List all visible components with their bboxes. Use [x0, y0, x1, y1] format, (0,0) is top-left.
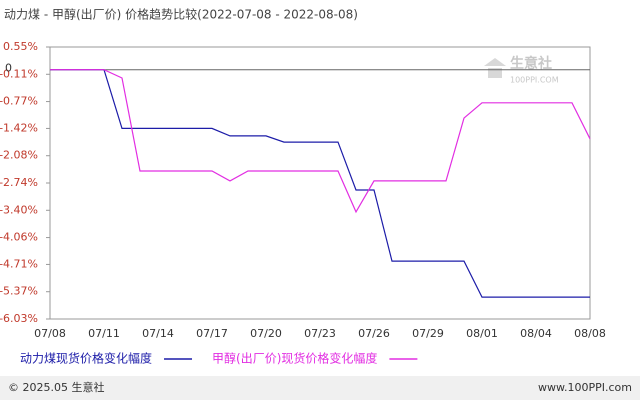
y-tick-label: -4.06%	[0, 231, 38, 244]
y-tick-label: -3.40%	[0, 203, 38, 216]
x-tick-label: 08/04	[520, 327, 552, 340]
y-tick-label: -2.74%	[0, 176, 38, 189]
x-tick-label: 07/26	[358, 327, 390, 340]
footer-copyright: © 2025.05 生意社	[8, 380, 104, 394]
y-tick-label: -2.08%	[0, 149, 38, 162]
series-line	[50, 69, 591, 214]
watermark-name: 生意社	[510, 55, 552, 72]
y-tick-label: -6.03%	[0, 312, 38, 325]
y-tick-label: -4.71%	[0, 257, 38, 270]
watermark-icon	[484, 58, 506, 78]
y-tick-label: -0.11%	[0, 67, 38, 80]
legend-label: 动力煤现货价格变化幅度	[20, 351, 152, 366]
zero-label: 0	[5, 62, 12, 75]
chart-title: 动力煤 - 甲醇(出厂价) 价格趋势比较(2022-07-08 - 2022-0…	[4, 7, 358, 22]
watermark-site: 100PPI.COM	[510, 76, 559, 85]
legend-label: 甲醇(出厂价)现货价格变化幅度	[212, 351, 377, 366]
x-tick-label: 07/29	[412, 327, 444, 340]
y-tick-label: -5.37%	[0, 285, 38, 298]
series-line	[50, 69, 590, 298]
x-tick-label: 07/08	[34, 327, 66, 340]
y-tick-label: -0.77%	[0, 95, 38, 108]
x-tick-label: 07/11	[88, 327, 120, 340]
x-tick-label: 08/08	[574, 327, 606, 340]
y-tick-label: 0.55%	[3, 40, 38, 53]
x-tick-label: 07/14	[142, 327, 174, 340]
x-tick-label: 07/20	[250, 327, 282, 340]
x-tick-label: 08/01	[466, 327, 498, 340]
x-tick-label: 07/17	[196, 327, 228, 340]
x-tick-label: 07/23	[304, 327, 336, 340]
y-tick-label: -1.42%	[0, 121, 38, 134]
footer-bar	[0, 376, 640, 400]
footer-url: www.100PPI.com	[538, 381, 632, 394]
